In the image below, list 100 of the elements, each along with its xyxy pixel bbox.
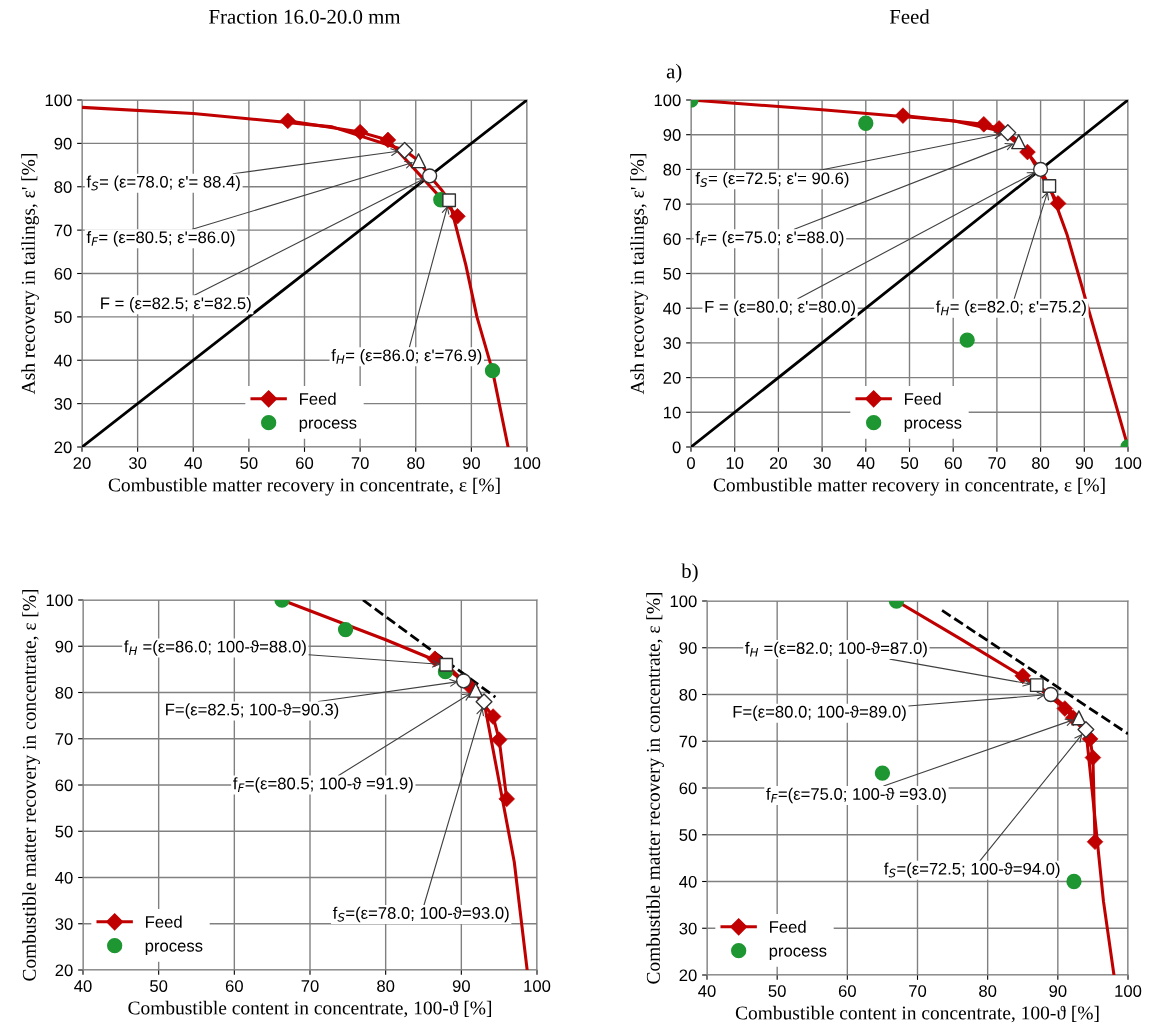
legend-label: process — [769, 947, 827, 960]
x-tick-label: 20 — [73, 457, 91, 469]
y-tick-label: 40 — [54, 354, 72, 367]
x-tick-label: 80 — [407, 457, 425, 469]
x-axis-title: Combustible content in concentrate, 100-ϑ [%] — [128, 1000, 492, 1018]
x-tick-label: 60 — [296, 457, 314, 469]
x-tick-label: 70 — [351, 457, 369, 469]
y-tick-label: 0 — [672, 441, 681, 454]
x-axis-title: Combustible matter recovery in concentrate, ε [%] — [108, 477, 500, 496]
annotation: f$_{S}$= (ε=78.0; ε'= 88.4) — [86, 175, 240, 191]
y-tick-label: 90 — [55, 640, 73, 653]
y-tick-label: 40 — [663, 302, 681, 315]
x-tick-label: 70 — [988, 457, 1006, 469]
annotation: f$_{H}$ =(ε=82.0; 100-ϑ=87.0) — [745, 641, 927, 658]
x-tick-label: 70 — [909, 985, 927, 997]
y-tick-label: 90 — [663, 129, 681, 141]
x-tick-label: 90 — [462, 457, 480, 469]
y-tick-label: 80 — [55, 686, 73, 699]
legend-label: Feed — [905, 392, 941, 405]
annotation: F=(ε=80.0; 100-ϑ=89.0) — [733, 705, 906, 721]
y-tick-label: 80 — [663, 163, 681, 176]
y-axis-title: Ash recovery in tailings, ε' [%] — [21, 154, 39, 395]
legend-label: process — [145, 942, 203, 955]
x-tick-label: 40 — [856, 457, 875, 469]
annotation: f$_{S}$=(ε=72.5; 100-ϑ=94.0) — [884, 862, 1060, 878]
x-tick-label: 100 — [514, 457, 541, 469]
y-tick-label: 70 — [679, 735, 697, 748]
y-tick-label: 40 — [679, 875, 697, 888]
x-tick-label: 50 — [768, 985, 786, 997]
x-tick-label: 50 — [900, 457, 919, 469]
y-tick-label: 20 — [679, 969, 697, 982]
annotation: F = (ε=82.5; ε'=82.5) — [101, 296, 251, 313]
annotation: F = (ε=80.0; ε'=80.0) — [705, 300, 855, 316]
y-tick-label: 30 — [54, 398, 72, 410]
y-tick-label: 100 — [670, 595, 697, 608]
legend-label: process — [299, 419, 357, 432]
annotation: f$_{F}$=(ε=75.0; 100-ϑ =93.0) — [766, 787, 946, 804]
y-tick-label: 50 — [663, 267, 681, 280]
legend-label: Feed — [300, 392, 336, 405]
y-tick-label: 90 — [679, 642, 697, 654]
x-tick-label: 80 — [979, 985, 997, 997]
y-tick-label: 100 — [45, 94, 72, 107]
y-tick-label: 30 — [679, 922, 697, 935]
x-tick-label: 30 — [128, 457, 147, 469]
y-tick-label: 20 — [54, 441, 72, 454]
y-tick-label: 90 — [54, 137, 72, 150]
y-tick-label: 30 — [55, 918, 73, 930]
y-tick-label: 100 — [654, 94, 681, 107]
x-tick-label: 40 — [74, 980, 92, 992]
y-tick-label: 20 — [55, 964, 73, 977]
y-tick-label: 100 — [46, 594, 73, 607]
x-tick-label: 40 — [698, 985, 716, 997]
annotation: F=(ε=82.5; 100-ϑ=90.3) — [166, 703, 339, 719]
y-tick-label: 20 — [663, 372, 681, 384]
x-tick-label: 100 — [1115, 457, 1142, 469]
annotation: f$_{F}$= (ε=75.0; ε'=88.0) — [695, 230, 844, 247]
x-tick-label: 20 — [769, 457, 788, 469]
annotation: f$_{H}$= (ε=86.0; ε'=76.9) — [331, 348, 482, 365]
x-tick-label: 50 — [150, 980, 168, 992]
y-tick-label: 50 — [679, 829, 697, 841]
text: b) — [681, 563, 698, 583]
x-tick-label: 80 — [377, 980, 395, 992]
annotation: f$_{S}$= (ε=72.5; ε'= 90.6) — [695, 171, 849, 188]
y-tick-label: 60 — [55, 779, 73, 792]
x-axis-title: Combustible content in concentrate, 100-ϑ [%] — [735, 1005, 1099, 1023]
x-tick-label: 60 — [944, 457, 962, 469]
annotation: f$_{H}$ =(ε=86.0; 100-ϑ=88.0) — [124, 640, 306, 656]
x-tick-label: 80 — [1032, 457, 1050, 469]
y-tick-label: 70 — [54, 224, 72, 237]
y-tick-label: 50 — [55, 825, 73, 838]
legend-label: Feed — [146, 915, 182, 928]
x-tick-label: 70 — [301, 980, 319, 992]
y-axis-title: Ash recovery in tailings, ε' [%] — [630, 154, 648, 395]
annotation: f$_{H}$= (ε=82.0; ε'=75.2) — [935, 300, 1086, 316]
y-tick-label: 60 — [54, 267, 72, 280]
annotation: f$_{F}$= (ε=80.5; ε'=86.0) — [86, 230, 235, 247]
x-tick-label: 90 — [452, 980, 470, 992]
y-axis-title: Combustible matter recovery in concentrate, ε [%] — [646, 592, 664, 984]
x-tick-label: 40 — [184, 457, 202, 469]
y-axis-title: Combustible matter recovery in concentrate, ε [%] — [22, 589, 40, 981]
y-tick-label: 70 — [55, 733, 73, 745]
x-tick-label: 100 — [524, 980, 551, 992]
x-tick-label: 50 — [240, 457, 258, 469]
y-tick-label: 60 — [679, 782, 697, 795]
y-tick-label: 60 — [663, 233, 681, 245]
chart-title: Feed — [889, 9, 930, 24]
chart-title: Fraction 16.0-20.0 mm — [209, 9, 401, 24]
y-tick-label: 80 — [54, 181, 72, 193]
x-tick-label: 60 — [225, 980, 243, 992]
y-tick-label: 30 — [663, 337, 681, 350]
text: a) — [666, 63, 682, 83]
x-axis-title: Combustible matter recovery in concentrate, ε [%] — [713, 477, 1105, 496]
x-tick-label: 100 — [1115, 985, 1142, 997]
x-tick-label: 90 — [1075, 457, 1093, 469]
x-tick-label: 30 — [813, 457, 831, 469]
y-tick-label: 50 — [54, 311, 72, 324]
x-tick-label: 60 — [838, 985, 856, 997]
x-tick-label: 90 — [1049, 985, 1067, 997]
y-tick-label: 80 — [679, 688, 697, 701]
annotation: f$_{F}$=(ε=80.5; 100-ϑ =91.9) — [233, 777, 413, 793]
